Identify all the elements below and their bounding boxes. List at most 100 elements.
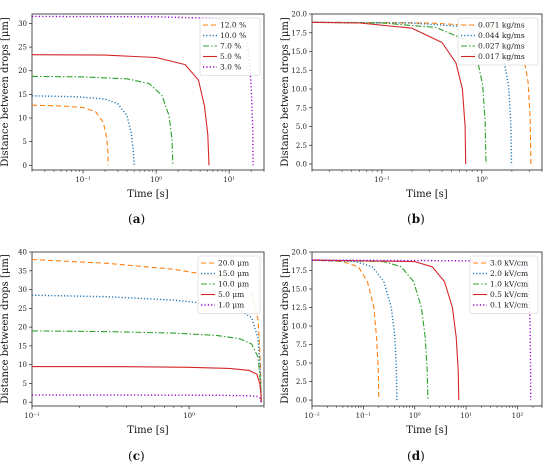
y-tick-label: 20.0 xyxy=(291,249,307,257)
series-line-0 xyxy=(31,104,109,166)
legend-label: 0.071 kg/ms xyxy=(478,21,525,30)
y-axis-label: Distance between drops [μm] xyxy=(0,17,11,167)
series-line-4 xyxy=(32,394,262,403)
panel-label-c: (c) xyxy=(128,449,145,463)
legend-label: 0.027 kg/ms xyxy=(478,42,525,51)
series-line-3 xyxy=(31,366,262,403)
chart-panel-b: 0.0 2.5 5.0 7.5 10.0 12.5 15.0 17.5 20.0 10⁻¹ 10⁰ T… xyxy=(280,11,543,200)
y-tick-label: 5 xyxy=(23,138,27,146)
legend-label: 1.0 μm xyxy=(218,301,244,310)
legend-label: 3.0 % xyxy=(220,63,241,72)
y-axis-label: Distance between drops [μm] xyxy=(280,254,291,404)
y-axis-label: Distance between drops [μm] xyxy=(280,17,291,167)
legend-label: 10.0 % xyxy=(220,31,246,40)
panel-label-a: (a) xyxy=(128,212,146,226)
y-tick-label: 17.5 xyxy=(291,267,307,275)
plot-frame xyxy=(311,13,543,171)
series-line-0 xyxy=(311,259,380,401)
chart-panel-a: 0 5 10 15 20 25 30 10⁻¹ 10⁰ 10¹ Time [s] Distance b… xyxy=(0,13,265,200)
legend-box xyxy=(457,17,539,66)
y-tick-label: 5 xyxy=(23,380,27,388)
series-line-3 xyxy=(311,259,460,401)
y-tick-label: 10 xyxy=(18,361,27,369)
y-tick-label: 7.5 xyxy=(296,104,307,112)
x-axis-label: Time [s] xyxy=(406,189,447,200)
y-tick-label: 2.5 xyxy=(296,378,307,386)
y-tick-label: 12.5 xyxy=(291,67,307,75)
y-tick-label: 20 xyxy=(18,324,27,332)
series-line-2 xyxy=(31,330,262,403)
legend-label: 0.5 kV/cm xyxy=(490,290,528,299)
y-tick-label: 12.5 xyxy=(291,304,307,312)
legend-label: 15.0 μm xyxy=(218,269,249,278)
x-tick-label: 10⁻¹ xyxy=(374,176,390,184)
y-tick-label: 0 xyxy=(23,162,27,170)
y-tick-label: 2.5 xyxy=(296,142,307,150)
chart-panel-d: 0.0 2.5 5.0 7.5 10.0 12.5 15.0 17.5 20.0 10⁻² 10⁻¹… xyxy=(280,249,543,436)
y-tick-label: 15 xyxy=(18,342,27,350)
y-tick-label: 5.0 xyxy=(296,123,307,131)
y-tick-label: 17.5 xyxy=(291,29,307,37)
plot-frame xyxy=(311,251,543,407)
x-axis-label: Time [s] xyxy=(406,425,447,436)
legend: 12.0 %10.0 % 7.0 %5.0 % 3.0 % xyxy=(199,17,261,76)
y-tick-label: 15 xyxy=(18,91,27,99)
legend-label: 12.0 % xyxy=(220,21,246,30)
plot-frame xyxy=(31,251,265,407)
y-tick-label: 30 xyxy=(18,286,27,294)
series-line-3 xyxy=(31,54,210,166)
y-tick-label: 25 xyxy=(18,305,27,313)
x-tick-label: 10⁰ xyxy=(476,176,488,184)
legend-label: 0.017 kg/ms xyxy=(478,52,525,61)
y-tick-label: 25 xyxy=(18,44,27,52)
legend: 3.0 kV/cm2.0 kV/cm 1.0 kV/cm0.5 kV/cm 0.1 … xyxy=(469,255,539,314)
y-tick-label: 20.0 xyxy=(291,11,307,19)
series-line-2 xyxy=(31,75,174,166)
y-tick-label: 5.0 xyxy=(296,360,307,368)
x-tick-label: 10² xyxy=(512,412,524,420)
legend-label: 2.0 kV/cm xyxy=(490,269,528,278)
y-tick-label: 0 xyxy=(23,399,27,407)
x-tick-label: 10¹ xyxy=(223,176,235,184)
y-tick-label: 10.0 xyxy=(291,86,307,94)
legend-box xyxy=(197,255,261,314)
panel-label-d: (d) xyxy=(407,449,425,463)
y-tick-label: 15.0 xyxy=(291,286,307,294)
x-tick-label: 10⁰ xyxy=(409,412,421,420)
x-tick-label: 10⁻² xyxy=(304,412,320,420)
legend-label: 7.0 % xyxy=(220,42,241,51)
legend: 0.071 kg/ms0.044 kg/ms 0.027 kg/ms0.017 k… xyxy=(457,17,539,66)
y-tick-label: 0.0 xyxy=(296,397,307,405)
x-tick-label: 10⁻¹ xyxy=(75,176,91,184)
x-tick-label: 10¹ xyxy=(460,412,472,420)
series-line-1 xyxy=(311,259,398,401)
legend-label: 5.0 % xyxy=(220,52,241,61)
y-tick-label: 0.0 xyxy=(296,161,307,169)
y-tick-label: 40 xyxy=(18,249,27,257)
series-line-3 xyxy=(311,21,467,165)
legend-label: 0.044 kg/ms xyxy=(478,31,525,40)
series-line-4 xyxy=(31,15,254,166)
chart-panel-c: 0 5 10 15 20 25 30 35 40 10⁻¹ 10⁰ Time [s] Distance … xyxy=(0,249,265,436)
legend-label: 1.0 kV/cm xyxy=(490,280,528,289)
y-tick-label: 15.0 xyxy=(291,48,307,56)
y-tick-label: 35 xyxy=(18,267,27,275)
x-tick-label: 10⁰ xyxy=(183,412,195,420)
panel-label-b: (b) xyxy=(407,212,425,226)
legend-label: 10.0 μm xyxy=(218,280,249,289)
legend-label: 20.0 μm xyxy=(218,259,249,268)
y-tick-label: 10.0 xyxy=(291,323,307,331)
x-axis-label: Time [s] xyxy=(127,425,168,436)
legend-label: 5.0 μm xyxy=(218,290,244,299)
x-tick-label: 10⁻¹ xyxy=(356,412,372,420)
y-tick-label: 7.5 xyxy=(296,341,307,349)
legend-box xyxy=(469,255,539,314)
x-tick-label: 10⁰ xyxy=(150,176,162,184)
legend-label: 0.1 kV/cm xyxy=(490,301,528,310)
series-line-1 xyxy=(31,95,135,166)
y-tick-label: 10 xyxy=(18,115,27,123)
plot-frame xyxy=(31,13,265,171)
x-tick-label: 10⁻¹ xyxy=(24,412,40,420)
